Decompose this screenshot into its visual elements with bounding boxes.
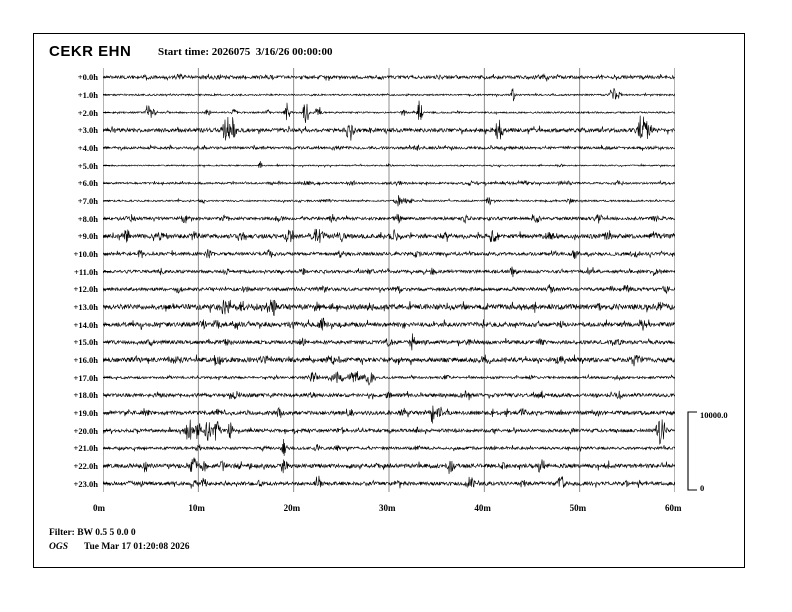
y-axis-tick-label: +16.0h: [73, 354, 98, 365]
y-axis-tick-label: +11.0h: [74, 266, 98, 277]
scale-min-label: 0: [700, 483, 705, 493]
organization-label: OGS: [49, 542, 69, 552]
y-axis-tick-label: +5.0h: [77, 160, 98, 171]
trace-line: [103, 317, 675, 331]
trace-line: [103, 405, 675, 424]
x-axis-tick-label: 0m: [93, 503, 105, 513]
x-axis-tick-label: 50m: [569, 503, 587, 513]
trace-line: [103, 370, 675, 386]
y-axis-tick-label: +0.0h: [77, 72, 98, 83]
y-axis-tick-label: +23.0h: [73, 478, 98, 489]
y-axis-tick-label: +6.0h: [77, 178, 98, 189]
x-axis-tick-label: 20m: [283, 503, 301, 513]
x-axis-tick-label: 60m: [665, 503, 682, 513]
trace-line: [103, 284, 675, 295]
trace-line: [103, 419, 675, 445]
trace-line: [103, 88, 675, 102]
trace-line: [103, 299, 675, 317]
x-axis-tick-label: 40m: [474, 503, 491, 513]
y-axis-tick-label: +4.0h: [77, 142, 98, 153]
trace-line: [103, 475, 675, 489]
x-axis-tick-label: 10m: [188, 503, 205, 513]
filter-label: Filter: BW 0.5 5 0.0 0: [49, 528, 136, 538]
y-axis-tick-label: +12.0h: [73, 284, 98, 295]
trace-line: [103, 161, 675, 169]
trace-line: [103, 115, 675, 141]
trace-line: [103, 195, 675, 207]
page-title: CEKR EHN: [49, 43, 132, 60]
trace-line: [103, 390, 675, 401]
y-axis-tick-label: +13.0h: [73, 301, 98, 312]
y-axis-tick-label: +15.0h: [73, 337, 98, 348]
y-axis-tick-label: +18.0h: [73, 390, 98, 401]
trace-line: [103, 354, 675, 367]
trace-line: [103, 100, 675, 124]
y-axis-tick-label: +7.0h: [77, 195, 98, 206]
trace-line: [103, 144, 675, 152]
trace-line: [103, 457, 675, 475]
plot-canvas: [103, 68, 675, 492]
y-axis-tick-label: +3.0h: [77, 125, 98, 136]
trace-line: [103, 249, 675, 259]
trace-line: [103, 213, 675, 224]
trace-line: [103, 266, 675, 278]
trace-line: [103, 73, 675, 82]
y-axis-tick-label: +21.0h: [73, 443, 98, 454]
amplitude-scale-bar: [687, 411, 697, 491]
trace-line: [103, 179, 675, 187]
trace-line: [103, 333, 675, 351]
y-axis-tick-label: +10.0h: [73, 248, 98, 259]
y-axis-tick-label: +2.0h: [77, 107, 98, 118]
y-axis-tick-label: +22.0h: [73, 460, 98, 471]
y-axis-tick-label: +1.0h: [77, 89, 98, 100]
y-axis-tick-label: +19.0h: [73, 407, 98, 418]
y-axis-tick-label: +14.0h: [73, 319, 98, 330]
x-axis-tick-label: 30m: [379, 503, 396, 513]
trace-line: [103, 438, 675, 456]
helicorder-plot: [103, 68, 675, 492]
y-axis-tick-label: +8.0h: [77, 213, 98, 224]
page-border: [33, 33, 745, 568]
start-time-label: Start time: 2026075 3/16/26 00:00:00: [158, 46, 333, 58]
trace-line: [103, 228, 675, 243]
y-axis-tick-label: +9.0h: [77, 231, 98, 242]
generated-timestamp: Tue Mar 17 01:20:08 2026: [84, 542, 190, 552]
y-axis-tick-label: +17.0h: [73, 372, 98, 383]
y-axis-tick-label: +20.0h: [73, 425, 98, 436]
scale-max-label: 10000.0: [700, 410, 728, 420]
